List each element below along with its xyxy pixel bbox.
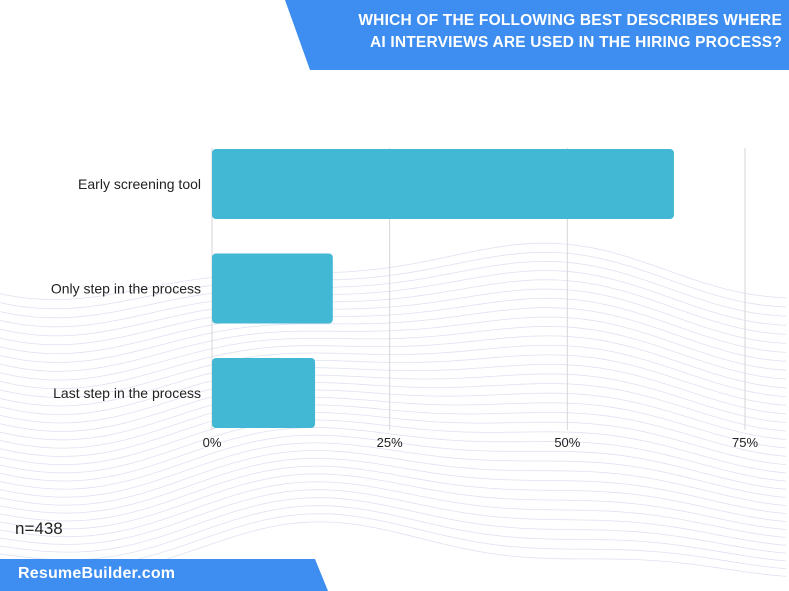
wave-line xyxy=(0,354,787,407)
wave-line xyxy=(0,412,787,466)
wave-line xyxy=(0,279,787,337)
bars xyxy=(212,149,674,428)
x-tick-label: 25% xyxy=(377,435,403,450)
category-label: Only step in the process xyxy=(51,281,201,297)
chart-title-line-1: WHICH OF THE FOLLOWING BEST DESCRIBES WH… xyxy=(358,12,782,29)
wave-line xyxy=(0,389,787,441)
wave-line xyxy=(0,297,787,354)
category-label: Early screening tool xyxy=(78,176,201,192)
category-label: Last step in the process xyxy=(53,385,201,401)
wave-line xyxy=(0,325,787,381)
wave-line xyxy=(0,307,787,363)
wave-line xyxy=(0,270,787,328)
x-tick-label: 0% xyxy=(203,435,222,450)
wave-line xyxy=(0,288,787,346)
wave-line xyxy=(0,434,787,490)
wave-line xyxy=(0,497,787,554)
wave-line xyxy=(0,489,787,546)
footer-banner xyxy=(0,559,328,591)
sample-size-label: n=438 xyxy=(15,519,63,538)
wave-line xyxy=(0,397,787,449)
title-banner xyxy=(285,0,789,70)
bar xyxy=(212,149,674,219)
brand-logo-text: ResumeBuilder.com xyxy=(18,565,176,582)
x-tick-label: 50% xyxy=(554,435,580,450)
bar xyxy=(212,358,316,428)
wave-line xyxy=(0,404,787,457)
wave-line xyxy=(0,382,787,432)
wave-line xyxy=(0,465,787,522)
x-tick-labels: 0% 25% 50% 75% xyxy=(203,435,759,450)
wave-line xyxy=(0,457,787,514)
wave-line xyxy=(0,335,787,390)
wave-line xyxy=(0,505,787,562)
bar xyxy=(212,253,333,324)
wave-line xyxy=(0,260,787,319)
wave-line xyxy=(0,419,787,474)
wave-line xyxy=(0,364,787,415)
wave-line xyxy=(0,473,787,530)
wave-line xyxy=(0,345,787,398)
wave-line xyxy=(0,450,787,506)
x-tick-label: 75% xyxy=(732,435,758,450)
chart-title-line-2: AI INTERVIEWS ARE USED IN THE HIRING PRO… xyxy=(369,34,782,51)
wave-line xyxy=(0,316,787,372)
category-labels: Early screening tool Only step in the pro… xyxy=(51,176,201,401)
wave-line xyxy=(0,442,787,498)
wave-line xyxy=(0,251,787,310)
wave-line xyxy=(0,242,787,301)
wave-line xyxy=(0,481,787,538)
wave-line xyxy=(0,427,787,482)
chart-title: WHICH OF THE FOLLOWING BEST DESCRIBES WH… xyxy=(312,10,782,54)
wave-line xyxy=(0,373,787,424)
